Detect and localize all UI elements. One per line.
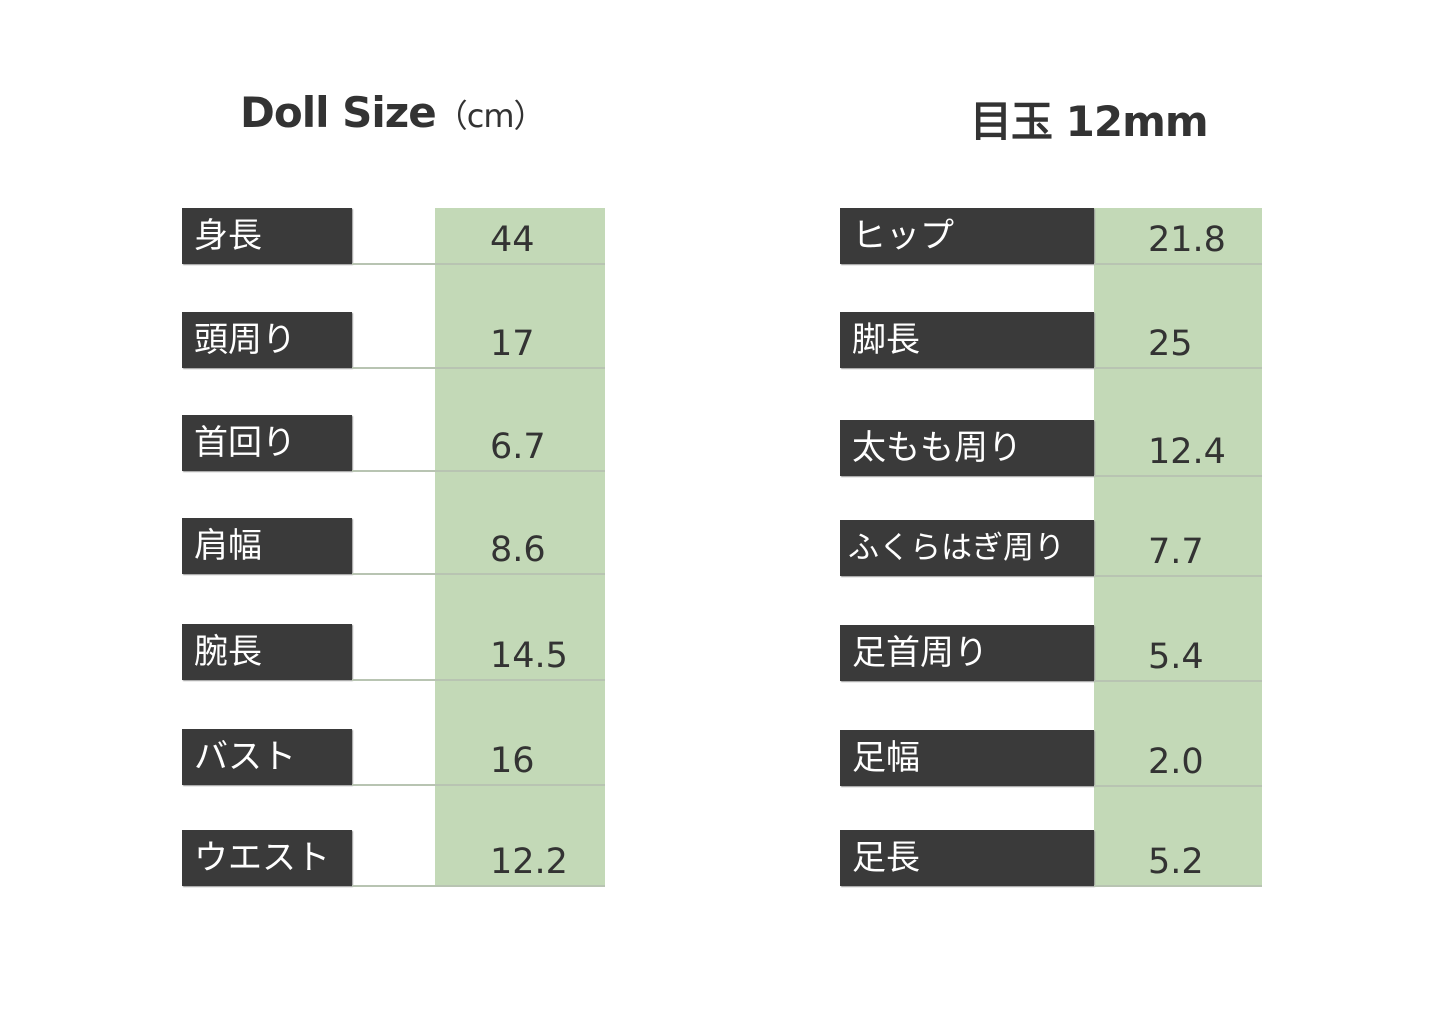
right-value-column <box>1094 208 1262 886</box>
measurement-label: 足幅 <box>840 730 1094 786</box>
measurement-label: 足長 <box>840 830 1094 886</box>
row-divider <box>352 784 605 786</box>
measurement-value: 44 <box>490 220 535 260</box>
unit-text: （cm） <box>435 97 546 135</box>
measurement-value: 17 <box>490 324 535 364</box>
right-table-title: 目玉 12mm <box>970 97 1209 146</box>
row-divider <box>1094 475 1262 477</box>
measurement-value: 12.4 <box>1148 432 1226 472</box>
measurement-value: 25 <box>1148 324 1193 364</box>
row-divider <box>1094 785 1262 787</box>
row-divider <box>352 367 605 369</box>
measurement-value: 6.7 <box>490 427 546 467</box>
measurement-value: 8.6 <box>490 530 546 570</box>
measurement-label: 首回り <box>182 415 352 471</box>
row-divider <box>1094 575 1262 577</box>
measurement-label: ふくらはぎ周り <box>840 520 1094 576</box>
measurement-label: 頭周り <box>182 312 352 368</box>
row-divider <box>352 885 605 887</box>
measurement-label: 足首周り <box>840 625 1094 681</box>
measurement-value: 5.4 <box>1148 637 1204 677</box>
row-divider <box>1094 680 1262 682</box>
measurement-value: 16 <box>490 741 535 781</box>
measurement-label: 肩幅 <box>182 518 352 574</box>
row-divider <box>352 263 605 265</box>
row-divider <box>352 679 605 681</box>
measurement-value: 12.2 <box>490 842 568 882</box>
left-value-column <box>435 208 605 886</box>
measurement-label: バスト <box>182 729 352 785</box>
row-divider <box>1094 263 1262 265</box>
left-table-title: Doll Size（cm） <box>240 88 545 137</box>
measurement-value: 21.8 <box>1148 220 1226 260</box>
row-divider <box>1094 367 1262 369</box>
row-divider <box>1094 885 1262 887</box>
measurement-label: 身長 <box>182 208 352 264</box>
measurement-value: 2.0 <box>1148 742 1204 782</box>
title-text: Doll Size <box>240 88 437 137</box>
measurement-label: ウエスト <box>182 830 352 886</box>
measurement-value: 5.2 <box>1148 842 1204 882</box>
measurement-label: 太もも周り <box>840 420 1094 476</box>
row-divider <box>352 470 605 472</box>
row-divider <box>352 573 605 575</box>
measurement-label: ヒップ <box>840 208 1094 264</box>
measurement-value: 7.7 <box>1148 532 1204 572</box>
measurement-value: 14.5 <box>490 636 568 676</box>
measurement-label: 腕長 <box>182 624 352 680</box>
measurement-label: 脚長 <box>840 312 1094 368</box>
